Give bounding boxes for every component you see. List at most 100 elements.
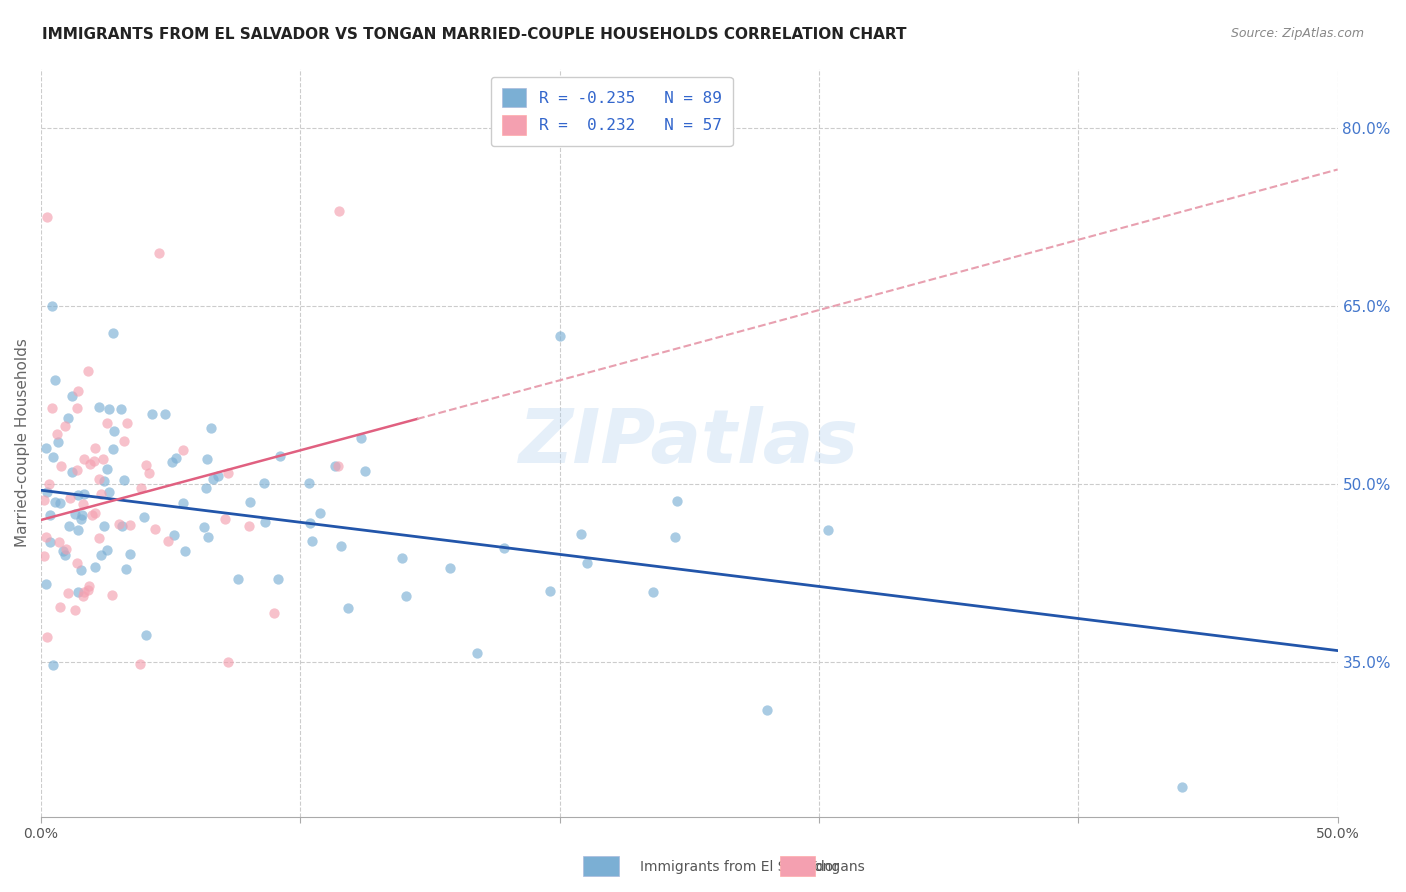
Point bbox=[48, 535, 70, 549]
Text: ZIPatlas: ZIPatlas bbox=[519, 406, 859, 479]
Point bbox=[135, 458, 157, 472]
Point bbox=[79, 457, 101, 471]
Point bbox=[41, 401, 63, 415]
Point bbox=[38, 535, 60, 549]
Point bbox=[90, 487, 112, 501]
Point bbox=[330, 539, 353, 553]
Point bbox=[253, 515, 276, 529]
Point bbox=[115, 561, 138, 575]
Point bbox=[465, 647, 488, 661]
Point bbox=[141, 407, 163, 421]
Point bbox=[143, 522, 166, 536]
Point bbox=[37, 485, 59, 500]
Point bbox=[87, 531, 110, 545]
Point bbox=[118, 517, 141, 532]
Point bbox=[70, 508, 93, 523]
Text: IMMIGRANTS FROM EL SALVADOR VS TONGAN MARRIED-COUPLE HOUSEHOLDS CORRELATION CHAR: IMMIGRANTS FROM EL SALVADOR VS TONGAN MA… bbox=[42, 27, 907, 42]
Point bbox=[45, 426, 67, 441]
Point bbox=[96, 462, 118, 476]
Point bbox=[77, 579, 100, 593]
Point bbox=[172, 442, 194, 457]
Point bbox=[35, 442, 58, 456]
Point bbox=[72, 589, 94, 603]
Point bbox=[817, 524, 839, 538]
Text: Tongans: Tongans bbox=[808, 860, 865, 874]
Point bbox=[538, 583, 561, 598]
Point bbox=[641, 584, 664, 599]
Point bbox=[97, 484, 120, 499]
Point bbox=[56, 586, 79, 600]
Point bbox=[298, 475, 321, 490]
Point bbox=[239, 495, 262, 509]
Point bbox=[163, 528, 186, 542]
Point bbox=[201, 472, 224, 486]
Point bbox=[80, 508, 103, 522]
Point bbox=[336, 601, 359, 615]
Point bbox=[153, 407, 176, 421]
Point bbox=[200, 421, 222, 435]
Point bbox=[38, 508, 60, 523]
Point bbox=[326, 458, 349, 473]
Point bbox=[97, 402, 120, 417]
Point bbox=[569, 527, 592, 541]
Point bbox=[44, 374, 66, 388]
Point bbox=[60, 465, 83, 479]
Point bbox=[666, 493, 689, 508]
Point bbox=[301, 533, 323, 548]
Point bbox=[195, 482, 218, 496]
Point bbox=[110, 402, 132, 417]
Point bbox=[132, 509, 155, 524]
Point bbox=[66, 463, 89, 477]
Point bbox=[328, 204, 350, 219]
Point bbox=[195, 451, 218, 466]
Point bbox=[101, 442, 124, 456]
Point bbox=[66, 585, 89, 599]
Point bbox=[55, 542, 77, 557]
Point bbox=[756, 703, 779, 717]
Point bbox=[87, 472, 110, 486]
Point bbox=[197, 530, 219, 544]
Point bbox=[46, 435, 69, 450]
Point bbox=[112, 473, 135, 487]
Point bbox=[63, 603, 86, 617]
Point bbox=[173, 544, 195, 558]
Point bbox=[84, 441, 107, 455]
Point bbox=[38, 476, 60, 491]
Point bbox=[66, 523, 89, 537]
Point bbox=[114, 434, 136, 448]
Point bbox=[1171, 780, 1194, 795]
Point bbox=[73, 585, 96, 599]
Point bbox=[63, 507, 86, 521]
Point bbox=[49, 600, 72, 615]
Point bbox=[84, 506, 107, 520]
Point bbox=[53, 548, 76, 562]
Point bbox=[439, 561, 461, 575]
Point bbox=[138, 466, 160, 480]
Point bbox=[160, 455, 183, 469]
Point bbox=[65, 556, 87, 570]
Point bbox=[103, 424, 125, 438]
Point bbox=[172, 496, 194, 510]
Point bbox=[83, 454, 105, 468]
Point bbox=[91, 451, 114, 466]
Point bbox=[77, 582, 100, 597]
Point bbox=[391, 551, 413, 566]
Point bbox=[111, 518, 134, 533]
Point bbox=[44, 495, 66, 509]
Point bbox=[67, 487, 90, 501]
Point bbox=[148, 245, 170, 260]
Point bbox=[70, 512, 93, 526]
Point bbox=[156, 533, 179, 548]
Point bbox=[69, 563, 91, 577]
Y-axis label: Married-couple Households: Married-couple Households bbox=[15, 338, 30, 547]
Point bbox=[96, 543, 118, 558]
Point bbox=[58, 411, 80, 425]
Point bbox=[298, 516, 321, 530]
Point bbox=[58, 519, 80, 533]
Point bbox=[267, 572, 290, 586]
Legend: R = -0.235   N = 89, R =  0.232   N = 57: R = -0.235 N = 89, R = 0.232 N = 57 bbox=[491, 77, 733, 145]
Point bbox=[214, 512, 236, 526]
Text: Source: ZipAtlas.com: Source: ZipAtlas.com bbox=[1230, 27, 1364, 40]
Point bbox=[51, 459, 73, 474]
Point bbox=[120, 547, 142, 561]
